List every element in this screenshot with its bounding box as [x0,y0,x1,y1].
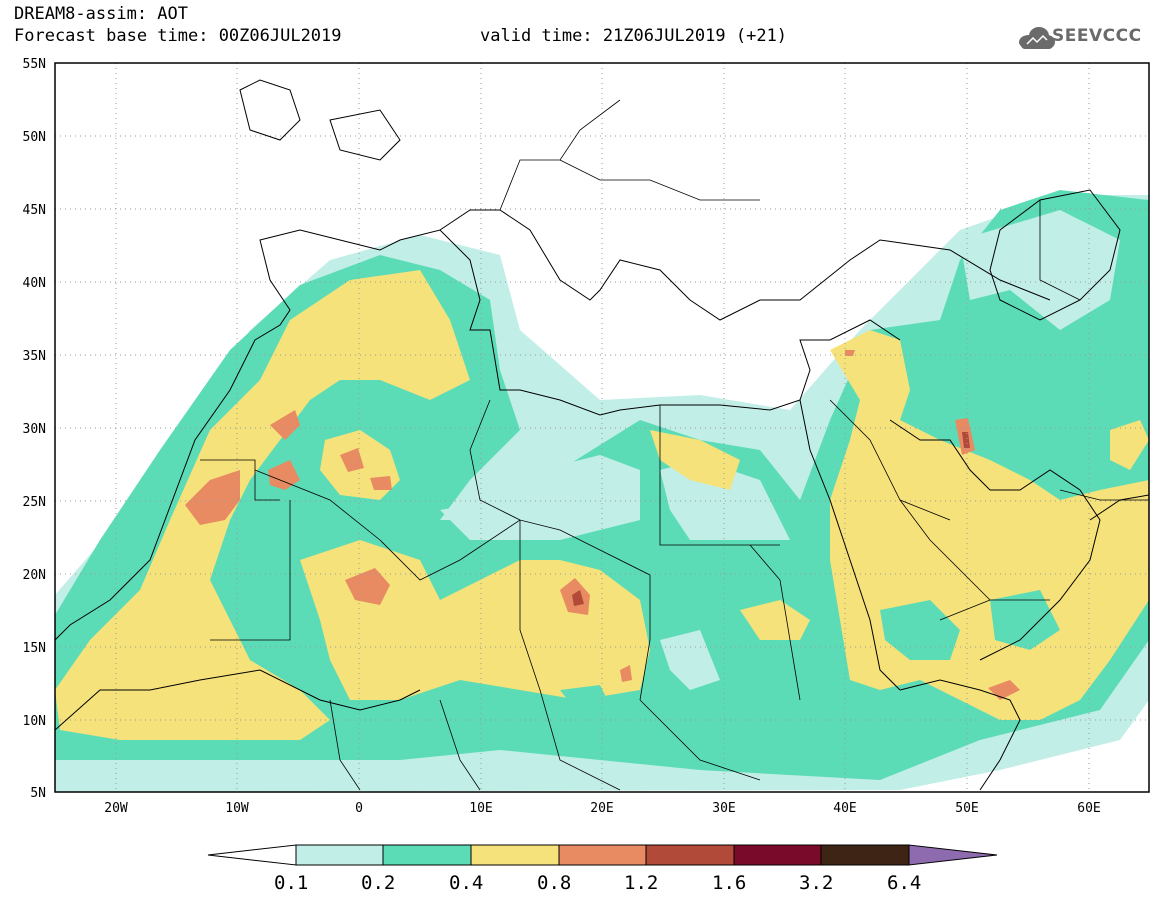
colorbar [207,844,998,866]
colorbar-label: 0.1 [274,872,309,894]
cloud-logo-icon [1019,27,1055,49]
lon-label: 40E [833,801,856,816]
lat-label: 45N [23,203,46,218]
longitude-labels: 20W 10W 0 10E 20E 30E 40E 50E 60E [104,801,1100,816]
colorbar-low-arrow [207,844,297,866]
lon-label: 60E [1077,801,1100,816]
plot-frame [54,62,1150,793]
logo-text: SEEVCCC [1052,26,1142,46]
colorbar-label: 0.8 [537,872,572,894]
lat-label: 35N [23,349,46,364]
lon-label: 0 [355,801,363,816]
colorbar-box [645,844,735,866]
lat-label: 20N [23,568,46,583]
colorbar-box [733,844,822,866]
lat-label: 50N [23,130,46,145]
colorbar-box [382,844,472,866]
latitude-labels: 55N 50N 45N 40N 35N 30N 25N 20N 15N 10N … [23,57,46,801]
coastlines [55,79,1149,791]
lon-label: 20W [104,801,128,816]
lat-label: 30N [23,422,46,437]
lon-label: 50E [955,801,978,816]
aot-field [55,190,1149,792]
colorbar-label: 3.2 [799,872,834,894]
country-borders [200,99,1149,791]
lon-label: 20E [590,801,613,816]
lat-label: 10N [23,714,46,729]
colorbar-box [820,844,910,866]
lat-label: 40N [23,276,46,291]
lat-label: 15N [23,641,46,656]
colorbar-box [470,844,560,866]
valid-time-label: valid time: 21Z06JUL2019 (+21) [480,26,788,46]
lat-label: 55N [23,57,46,72]
colorbar-box [558,844,647,866]
map-title-line2: Forecast base time: 00Z06JUL2019 [14,26,342,46]
lat-label: 25N [23,495,46,510]
colorbar-label: 0.2 [361,872,396,894]
map-title-line1: DREAM8-assim: AOT [14,4,188,24]
colorbar-box [295,844,384,866]
lon-label: 10W [225,801,249,816]
colorbar-label: 1.6 [712,872,747,894]
colorbar-label: 0.4 [449,872,484,894]
lon-label: 30E [712,801,735,816]
lon-label: 10E [469,801,492,816]
colorbar-high-arrow [908,844,998,866]
colorbar-label: 1.2 [624,872,659,894]
lat-label: 5N [30,786,46,801]
colorbar-label: 6.4 [887,872,922,894]
